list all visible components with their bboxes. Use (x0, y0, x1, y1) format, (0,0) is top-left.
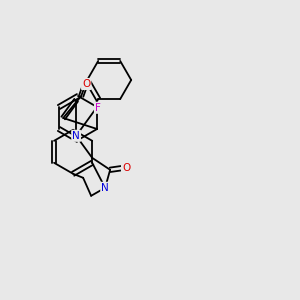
Text: N: N (72, 131, 80, 141)
Text: F: F (95, 103, 101, 113)
Text: N: N (101, 183, 109, 193)
Text: O: O (122, 163, 130, 173)
Text: O: O (82, 79, 90, 89)
